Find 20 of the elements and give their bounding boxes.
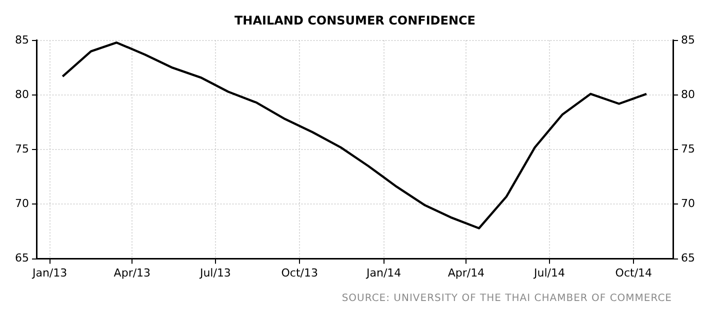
x-tick-label: Oct/14 xyxy=(615,266,652,280)
x-tick-label: Jan/14 xyxy=(365,266,402,280)
y2-tick-label: 65 xyxy=(681,252,696,265)
x-tick-label: Jan/13 xyxy=(31,266,68,280)
x-tick-label: Oct/13 xyxy=(281,266,318,280)
y2-tick-label: 75 xyxy=(681,142,696,156)
y2-tick-label: 70 xyxy=(681,197,696,210)
x-tick-label: Jul/13 xyxy=(198,266,231,280)
chart-title: THAILAND CONSUMER CONFIDENCE xyxy=(234,13,476,28)
x-tick-label: Jul/14 xyxy=(532,266,565,280)
source-note: SOURCE: UNIVERSITY OF THE THAI CHAMBER OF COMMERCE xyxy=(340,293,673,304)
x-tick-label: Apr/13 xyxy=(114,266,151,280)
y-tick-label: 65 xyxy=(14,252,29,265)
y-tick-label: 75 xyxy=(14,142,29,156)
y2-tick-label: 85 xyxy=(681,33,696,46)
y-tick-label: 85 xyxy=(14,33,29,46)
y-tick-label: 80 xyxy=(14,88,29,101)
y2-tick-label: 80 xyxy=(681,88,696,101)
x-tick-label: Apr/14 xyxy=(448,266,485,280)
y-tick-label: 70 xyxy=(14,197,29,210)
